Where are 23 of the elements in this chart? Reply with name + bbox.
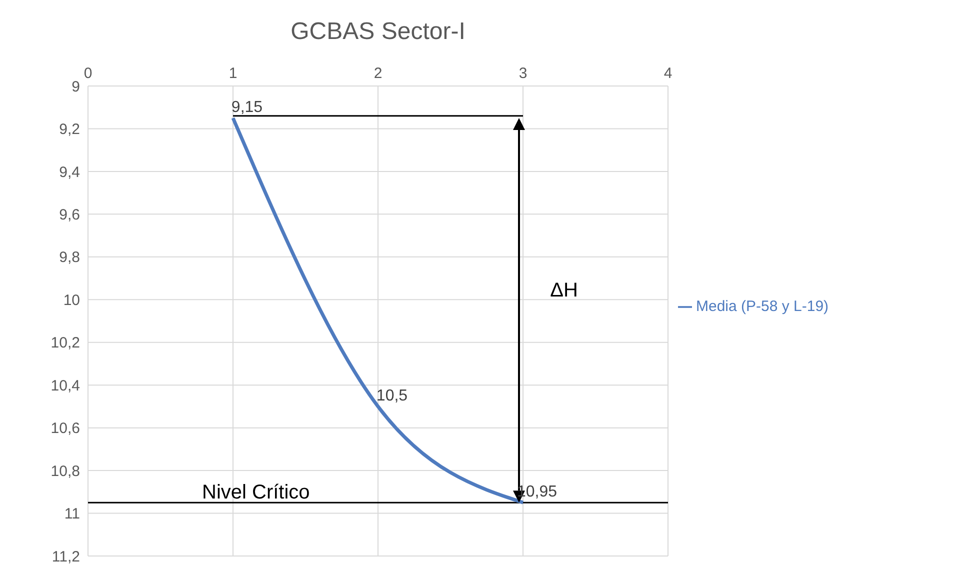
x-tick-label: 0 [84, 65, 92, 82]
y-tick-label: 11,2 [52, 548, 80, 566]
y-tick-label: 10,6 [50, 420, 80, 438]
ref-line-label: Nivel Crítico [202, 482, 310, 504]
data-label: 10,5 [376, 387, 408, 404]
y-tick-label: 10 [63, 292, 80, 309]
y-tick-label: 9 [72, 78, 80, 96]
annotation: ΔH [550, 279, 578, 302]
data-label: 9,15 [231, 99, 263, 116]
x-tick-label: 1 [228, 65, 238, 82]
y-tick-label: 9,6 [59, 206, 80, 224]
y-tick-label: 9,2 [59, 121, 80, 138]
x-tick-label: 2 [374, 65, 382, 82]
y-tick-label: 11 [64, 506, 80, 523]
legend-label: Media (P-58 y L-19) [696, 298, 829, 314]
y-tick-label: 9,8 [59, 249, 80, 266]
x-tick-label: 4 [664, 65, 672, 82]
y-tick-label: 10,4 [50, 377, 80, 394]
y-tick-label: 9,4 [59, 164, 80, 181]
y-tick-label: 10,8 [50, 462, 80, 480]
x-tick-label: 3 [518, 65, 528, 82]
chart-title: GCBAS Sector-I [290, 17, 466, 46]
y-tick-label: 10,2 [50, 334, 80, 352]
